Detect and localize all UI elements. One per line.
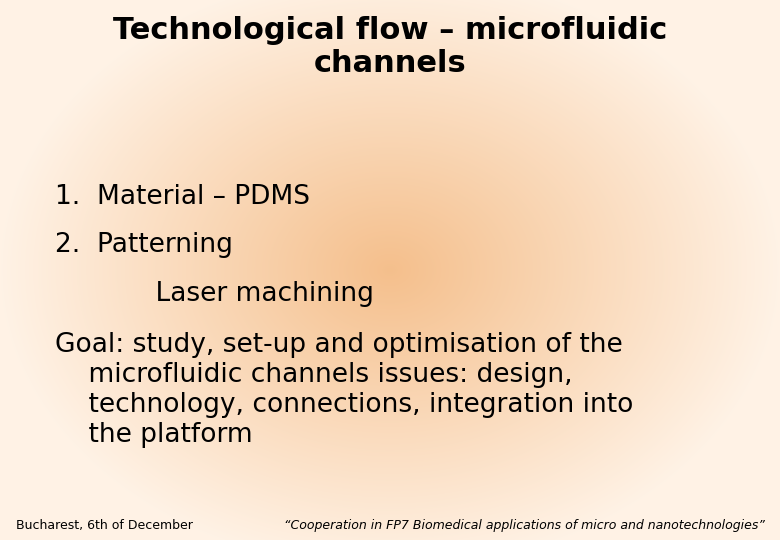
Text: “Cooperation in FP7 Biomedical applications of micro and nanotechnologies”: “Cooperation in FP7 Biomedical applicati…: [283, 519, 764, 532]
Text: Goal: study, set-up and optimisation of the
    microfluidic channels issues: de: Goal: study, set-up and optimisation of …: [55, 332, 633, 448]
Text: Bucharest, 6th of December: Bucharest, 6th of December: [16, 519, 193, 532]
Text: Laser machining: Laser machining: [55, 281, 374, 307]
Text: Technological flow – microfluidic
channels: Technological flow – microfluidic channe…: [113, 16, 667, 78]
Text: 1.  Material – PDMS: 1. Material – PDMS: [55, 184, 310, 210]
Text: 2.  Patterning: 2. Patterning: [55, 232, 232, 258]
